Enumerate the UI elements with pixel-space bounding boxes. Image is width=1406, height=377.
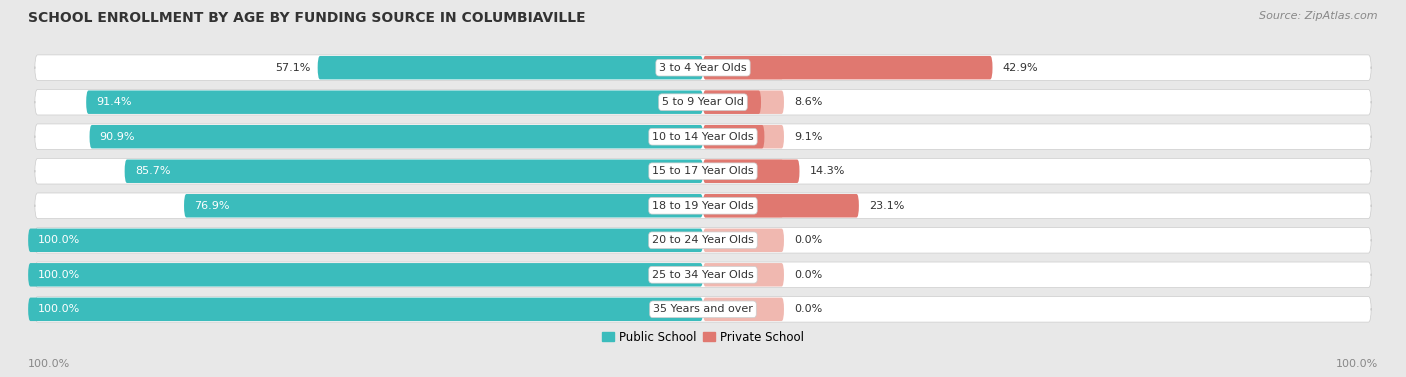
Text: 42.9%: 42.9% xyxy=(1002,63,1038,73)
FancyBboxPatch shape xyxy=(35,193,1371,219)
Text: 100.0%: 100.0% xyxy=(1336,359,1378,369)
Text: 9.1%: 9.1% xyxy=(794,132,823,142)
FancyBboxPatch shape xyxy=(35,158,1371,184)
FancyBboxPatch shape xyxy=(35,89,1371,115)
Text: 91.4%: 91.4% xyxy=(96,97,132,107)
FancyBboxPatch shape xyxy=(703,194,785,218)
Text: 35 Years and over: 35 Years and over xyxy=(652,304,754,314)
FancyBboxPatch shape xyxy=(35,55,1371,80)
Text: 100.0%: 100.0% xyxy=(38,270,80,280)
FancyBboxPatch shape xyxy=(703,90,761,114)
FancyBboxPatch shape xyxy=(703,194,859,218)
FancyBboxPatch shape xyxy=(703,228,785,252)
Text: 90.9%: 90.9% xyxy=(100,132,135,142)
FancyBboxPatch shape xyxy=(703,125,765,149)
FancyBboxPatch shape xyxy=(28,263,703,287)
FancyBboxPatch shape xyxy=(28,297,703,321)
Text: 20 to 24 Year Olds: 20 to 24 Year Olds xyxy=(652,235,754,245)
Text: 85.7%: 85.7% xyxy=(135,166,170,176)
FancyBboxPatch shape xyxy=(703,125,785,149)
FancyBboxPatch shape xyxy=(318,56,703,80)
FancyBboxPatch shape xyxy=(35,262,1371,288)
FancyBboxPatch shape xyxy=(703,90,785,114)
Text: 18 to 19 Year Olds: 18 to 19 Year Olds xyxy=(652,201,754,211)
Text: 57.1%: 57.1% xyxy=(276,63,311,73)
FancyBboxPatch shape xyxy=(703,297,785,321)
Text: 5 to 9 Year Old: 5 to 9 Year Old xyxy=(662,97,744,107)
Text: 15 to 17 Year Olds: 15 to 17 Year Olds xyxy=(652,166,754,176)
Text: 76.9%: 76.9% xyxy=(194,201,229,211)
FancyBboxPatch shape xyxy=(184,194,703,218)
FancyBboxPatch shape xyxy=(35,297,1371,322)
FancyBboxPatch shape xyxy=(703,56,785,80)
FancyBboxPatch shape xyxy=(86,90,703,114)
Text: 0.0%: 0.0% xyxy=(794,270,823,280)
Text: 14.3%: 14.3% xyxy=(810,166,845,176)
Text: 8.6%: 8.6% xyxy=(794,97,823,107)
Text: 100.0%: 100.0% xyxy=(38,235,80,245)
Text: 3 to 4 Year Olds: 3 to 4 Year Olds xyxy=(659,63,747,73)
FancyBboxPatch shape xyxy=(35,124,1371,150)
Text: 10 to 14 Year Olds: 10 to 14 Year Olds xyxy=(652,132,754,142)
Legend: Public School, Private School: Public School, Private School xyxy=(598,326,808,349)
FancyBboxPatch shape xyxy=(703,56,993,80)
FancyBboxPatch shape xyxy=(35,227,1371,253)
Text: SCHOOL ENROLLMENT BY AGE BY FUNDING SOURCE IN COLUMBIAVILLE: SCHOOL ENROLLMENT BY AGE BY FUNDING SOUR… xyxy=(28,11,586,25)
Text: 25 to 34 Year Olds: 25 to 34 Year Olds xyxy=(652,270,754,280)
Text: 23.1%: 23.1% xyxy=(869,201,904,211)
Text: Source: ZipAtlas.com: Source: ZipAtlas.com xyxy=(1260,11,1378,21)
FancyBboxPatch shape xyxy=(125,159,703,183)
FancyBboxPatch shape xyxy=(703,263,785,287)
FancyBboxPatch shape xyxy=(703,159,800,183)
Text: 100.0%: 100.0% xyxy=(28,359,70,369)
FancyBboxPatch shape xyxy=(703,159,785,183)
Text: 0.0%: 0.0% xyxy=(794,235,823,245)
Text: 100.0%: 100.0% xyxy=(38,304,80,314)
Text: 0.0%: 0.0% xyxy=(794,304,823,314)
FancyBboxPatch shape xyxy=(90,125,703,149)
FancyBboxPatch shape xyxy=(28,228,703,252)
